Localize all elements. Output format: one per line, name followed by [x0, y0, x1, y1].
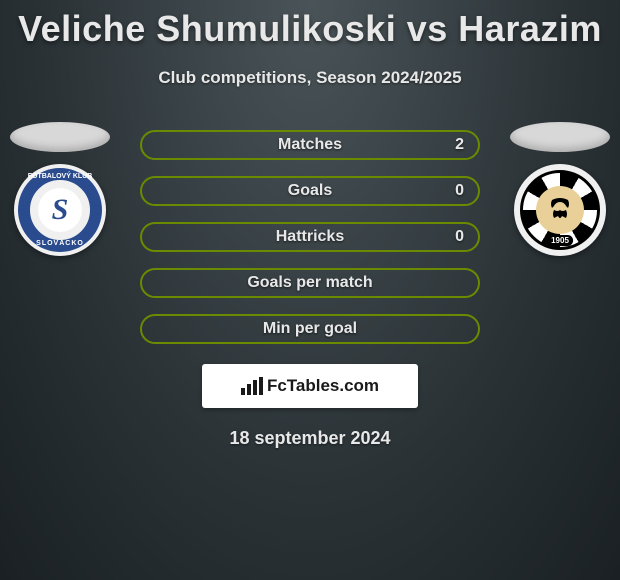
stat-label: Hattricks: [276, 228, 344, 246]
stat-value-right: 2: [455, 136, 464, 154]
date-text: 18 september 2024: [0, 428, 620, 449]
stat-row: Hattricks 0: [140, 222, 480, 252]
stat-label: Matches: [278, 136, 342, 154]
page-subtitle: Club competitions, Season 2024/2025: [0, 68, 620, 88]
player-left-column: FOTBALOVÝ KLUB S SLOVÁCKO: [10, 122, 110, 256]
stat-row: Goals per match: [140, 268, 480, 298]
player-right-column: 1905: [510, 122, 610, 256]
club-badge-right: 1905: [514, 164, 606, 256]
badge-left-top-text: FOTBALOVÝ KLUB: [28, 173, 93, 180]
stat-label: Goals per match: [247, 274, 372, 292]
fctables-chart-icon: [241, 377, 263, 395]
lion-icon: [544, 194, 576, 226]
stat-row: Matches 2: [140, 130, 480, 160]
badge-right-center: [536, 186, 584, 234]
avatar-left: [10, 122, 110, 152]
badge-left-letter: S: [38, 188, 82, 232]
stat-row: Goals 0: [140, 176, 480, 206]
fctables-watermark: FcTables.com: [202, 364, 418, 408]
page-title: Veliche Shumulikoski vs Harazim: [0, 0, 620, 50]
stat-label: Goals: [288, 182, 332, 200]
fctables-label: FcTables.com: [267, 376, 379, 396]
stat-value-right: 0: [455, 228, 464, 246]
club-badge-left: FOTBALOVÝ KLUB S SLOVÁCKO: [14, 164, 106, 256]
stat-row: Min per goal: [140, 314, 480, 344]
stat-value-right: 0: [455, 182, 464, 200]
badge-right-year: 1905: [547, 235, 573, 246]
badge-left-bottom-text: SLOVÁCKO: [36, 240, 84, 247]
stat-label: Min per goal: [263, 320, 357, 338]
avatar-right: [510, 122, 610, 152]
